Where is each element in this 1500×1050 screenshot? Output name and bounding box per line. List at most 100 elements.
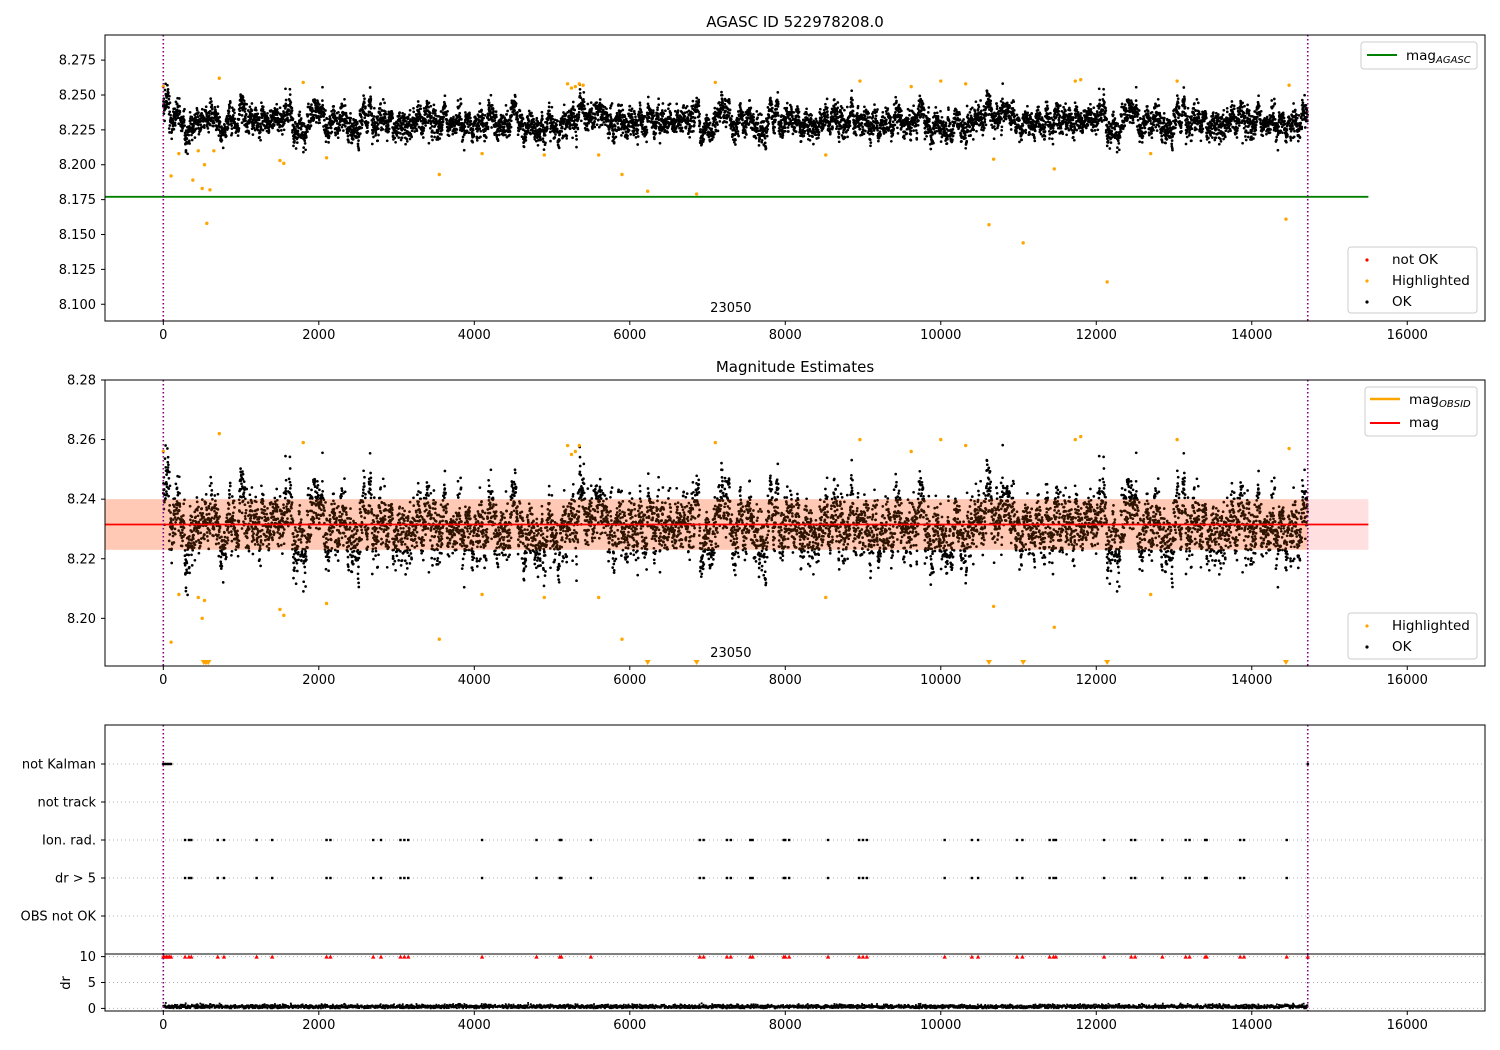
panel-agasc-ok-point xyxy=(279,129,283,132)
panel-agasc-ok-point xyxy=(173,107,177,111)
panel-agasc-ok-point xyxy=(505,113,508,116)
panel-agasc-ok-point xyxy=(344,125,347,128)
panel-agasc-ok-point xyxy=(427,101,431,105)
panel-agasc-ok-point xyxy=(693,116,697,120)
panel-agasc-ok-point xyxy=(885,122,888,126)
panel-agasc-ok-point xyxy=(549,139,552,143)
panel-agasc-ok-point xyxy=(697,110,700,114)
panel-agasc-ok-point xyxy=(641,123,644,127)
panel-agasc-ok-point xyxy=(333,114,337,117)
panel-agasc-ok-point xyxy=(732,126,736,129)
panel-agasc-ok-point xyxy=(543,133,547,137)
panel-agasc-ok-point xyxy=(282,121,286,125)
panel-agasc-ok-point xyxy=(216,105,220,108)
panel-agasc-ok-point xyxy=(406,116,410,120)
panel-agasc-ok-point xyxy=(555,123,558,127)
panel-agasc-ok-point xyxy=(791,132,795,136)
panel-agasc-ok-point xyxy=(405,140,409,143)
panel-agasc-ok-point xyxy=(243,107,247,111)
panel-agasc-ok-point xyxy=(585,124,589,128)
panel-agasc-ok-point xyxy=(364,105,367,109)
panel-agasc-ok-point xyxy=(749,112,752,115)
panel-agasc-ok-point xyxy=(647,116,651,120)
panel-agasc-ok-point xyxy=(314,121,318,124)
panel-agasc-ok-point xyxy=(281,133,284,136)
panel-agasc-ok-point xyxy=(344,111,348,115)
panel-agasc-ok-point xyxy=(915,131,919,135)
panel-agasc-ok-point xyxy=(860,121,864,125)
panel-agasc-ok-point xyxy=(627,129,631,132)
panel-agasc-ok-point xyxy=(436,135,440,139)
panel-agasc-ok-point xyxy=(883,116,886,120)
panel-agasc-ok-point xyxy=(343,104,347,107)
panel-agasc-ok-point xyxy=(240,121,244,125)
panel-agasc-ok-point xyxy=(266,111,269,115)
panel-agasc-ok-point xyxy=(841,114,844,117)
panel-agasc-ok-point xyxy=(553,136,557,139)
panel-agasc-ok-point xyxy=(644,125,648,129)
panel-agasc-ok-point xyxy=(513,95,517,98)
panel-agasc-ok-point xyxy=(441,123,444,127)
panel-agasc-ok-point xyxy=(850,89,854,93)
panel-agasc-ok-point xyxy=(485,121,489,125)
panel-agasc-ok-point xyxy=(602,120,606,124)
panel-agasc-ok-point xyxy=(208,109,212,113)
panel-agasc-ok-point xyxy=(792,111,796,114)
panel-agasc-ok-point xyxy=(589,101,593,104)
panel-agasc-ok-point xyxy=(600,123,604,127)
panel-agasc-ok-point xyxy=(895,99,898,103)
panel-agasc-ok-point xyxy=(710,127,714,131)
panel-agasc-ok-point xyxy=(304,148,307,152)
panel-agasc-ok-point xyxy=(227,110,231,113)
panel-agasc-ok-point xyxy=(925,134,928,138)
panel-agasc-ok-point xyxy=(357,139,360,142)
panel-agasc-ok-point xyxy=(889,116,893,119)
panel-agasc-ok-point xyxy=(194,115,198,119)
panel-agasc-ok-point xyxy=(469,122,473,126)
panel-agasc-ok-point xyxy=(495,115,498,119)
panel-agasc-ok-point xyxy=(713,125,717,128)
panel-agasc-ok-point xyxy=(685,104,689,108)
panel-agasc-ok-point xyxy=(204,109,208,112)
panel-agasc-ok-point xyxy=(836,101,840,104)
panel-agasc-ok-point xyxy=(490,104,494,107)
panel-agasc-ok-point xyxy=(422,129,425,132)
panel-agasc-ok-point xyxy=(776,91,780,94)
panel-agasc-ok-point xyxy=(480,108,483,112)
panel-agasc-ok-point xyxy=(929,147,933,151)
panel-agasc-ok-point xyxy=(242,99,246,103)
panel-agasc-ok-point xyxy=(204,105,208,109)
panel-agasc-ok-point xyxy=(167,97,171,101)
panel-agasc-ok-point xyxy=(446,125,450,129)
panel-agasc-ok-point xyxy=(708,121,712,125)
panel-agasc-ok-point xyxy=(831,126,834,130)
panel-agasc-ok-point xyxy=(230,132,234,135)
panel-agasc-ok-point xyxy=(247,121,251,125)
panel-agasc-ok-point xyxy=(419,104,422,108)
panel-agasc-ok-point xyxy=(817,136,820,140)
panel-agasc-ok-point xyxy=(741,118,744,122)
panel-agasc-ok-point xyxy=(681,130,685,133)
panel-agasc-ok-point xyxy=(725,120,729,124)
panel-agasc-ok-point xyxy=(542,148,546,151)
panel-agasc-ok-point xyxy=(210,105,214,109)
panel-agasc-ok-point xyxy=(630,115,634,119)
panel-agasc-ok-point xyxy=(776,105,780,108)
panel-agasc-ok-point xyxy=(835,125,839,128)
panel-agasc-ok-point xyxy=(343,97,346,101)
panel-agasc-ok-point xyxy=(230,124,234,127)
panel-agasc-ok-point xyxy=(342,129,345,132)
panel-agasc-ok-point xyxy=(908,122,912,126)
panel-agasc-ok-point xyxy=(797,115,801,119)
panel-agasc-ok-point xyxy=(582,91,586,94)
panel-agasc-ok-point xyxy=(412,106,415,110)
panel-agasc-ok-point xyxy=(508,133,511,137)
panel-agasc-ok-point xyxy=(896,126,899,130)
panel-agasc-ok-point xyxy=(360,123,364,127)
panel-agasc-ok-point xyxy=(398,111,402,114)
panel-agasc-ok-point xyxy=(836,106,840,110)
panel-agasc-ok-point xyxy=(577,113,581,117)
panel-agasc-ok-point xyxy=(335,119,339,123)
panel-agasc-ok-point xyxy=(302,122,306,126)
panel-agasc-ok-point xyxy=(698,120,702,124)
